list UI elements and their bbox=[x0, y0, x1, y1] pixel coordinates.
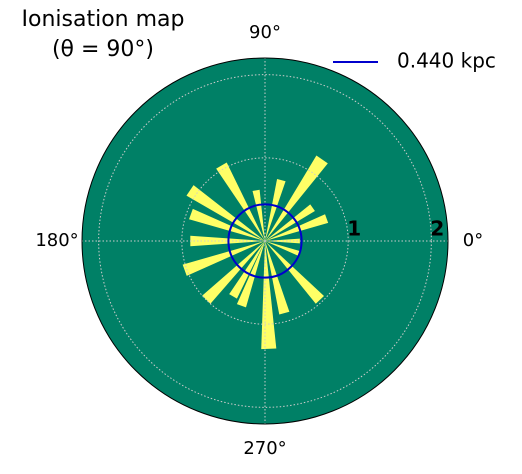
ionised-wedge bbox=[265, 155, 328, 241]
radius-circle bbox=[227, 203, 303, 279]
theta-tick-label: 90° bbox=[249, 22, 281, 43]
ionised-wedge bbox=[252, 189, 265, 241]
ionised-wedge bbox=[265, 204, 315, 241]
r-tick-label: 1 bbox=[347, 217, 361, 241]
ionised-wedge bbox=[182, 241, 265, 276]
ionised-wedge bbox=[216, 162, 265, 241]
ionised-wedge bbox=[265, 214, 329, 241]
theta-tick-label: 270° bbox=[243, 438, 286, 459]
ionised-wedge bbox=[189, 208, 265, 241]
plot-border bbox=[81, 57, 449, 425]
ionised-wedge bbox=[229, 241, 265, 299]
theta-tick-label: 0° bbox=[463, 230, 483, 251]
chart-subtitle: (θ = 90°) bbox=[52, 37, 154, 62]
ionised-wedge bbox=[265, 241, 301, 257]
ionised-wedge bbox=[265, 241, 325, 304]
theta-tick-label: 180° bbox=[35, 230, 78, 251]
r-grid-circle bbox=[98, 74, 432, 408]
ionised-wedge bbox=[202, 241, 265, 304]
r-tick-label: 2 bbox=[430, 217, 444, 241]
ionised-wedge bbox=[265, 178, 286, 241]
legend-label: 0.440 kpc bbox=[397, 49, 496, 73]
ionised-wedge bbox=[265, 241, 290, 315]
ionised-wedge bbox=[186, 185, 265, 241]
r-grid-circle bbox=[181, 157, 349, 325]
chart-title: Ionisation map bbox=[22, 7, 185, 32]
ionised-wedge bbox=[265, 238, 300, 244]
